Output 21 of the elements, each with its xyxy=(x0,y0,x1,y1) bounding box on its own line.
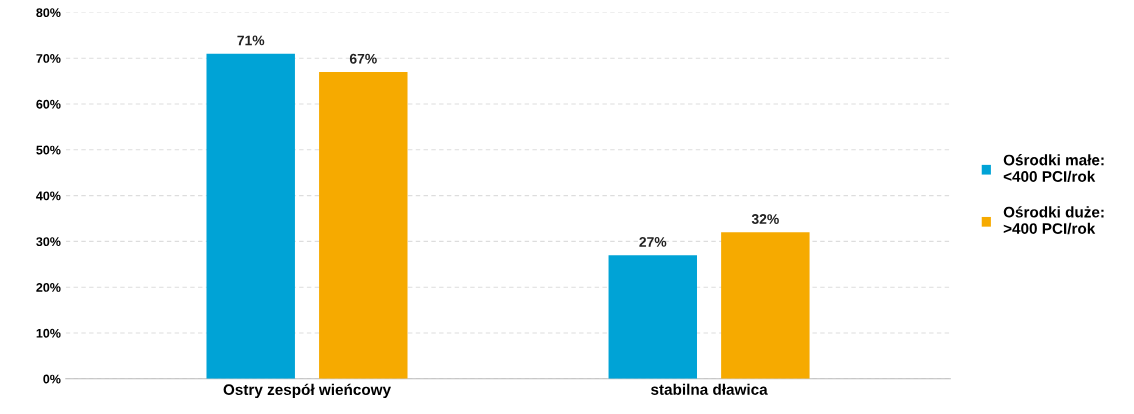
legend-label: Ośrodki duże: >400 PCI/rok xyxy=(1003,206,1104,235)
x-tick-label: Ostry zespół wieńcowy xyxy=(223,383,391,399)
bar xyxy=(319,71,408,379)
y-tick-label: 50% xyxy=(36,145,61,155)
data-label: 67% xyxy=(349,53,377,64)
bar xyxy=(608,255,697,379)
y-tick-label: 30% xyxy=(36,237,61,247)
y-tick-label: 20% xyxy=(36,283,61,292)
y-tick-label: 70% xyxy=(36,54,61,63)
y-tick-label: 0% xyxy=(43,374,61,384)
y-tick-label: 40% xyxy=(36,191,61,201)
bar xyxy=(206,53,295,379)
data-label: 32% xyxy=(751,214,779,224)
y-tick-label: 80% xyxy=(36,8,61,18)
bar xyxy=(721,232,810,379)
data-label: 27% xyxy=(639,237,667,247)
y-tick-label: 10% xyxy=(36,328,61,338)
data-label: 71% xyxy=(237,35,265,46)
y-tick-label: 60% xyxy=(36,99,61,109)
legend-label: Ośrodki małe: <400 PCI/rok xyxy=(1003,154,1104,183)
x-tick-label: stabilna dławica xyxy=(651,383,768,395)
